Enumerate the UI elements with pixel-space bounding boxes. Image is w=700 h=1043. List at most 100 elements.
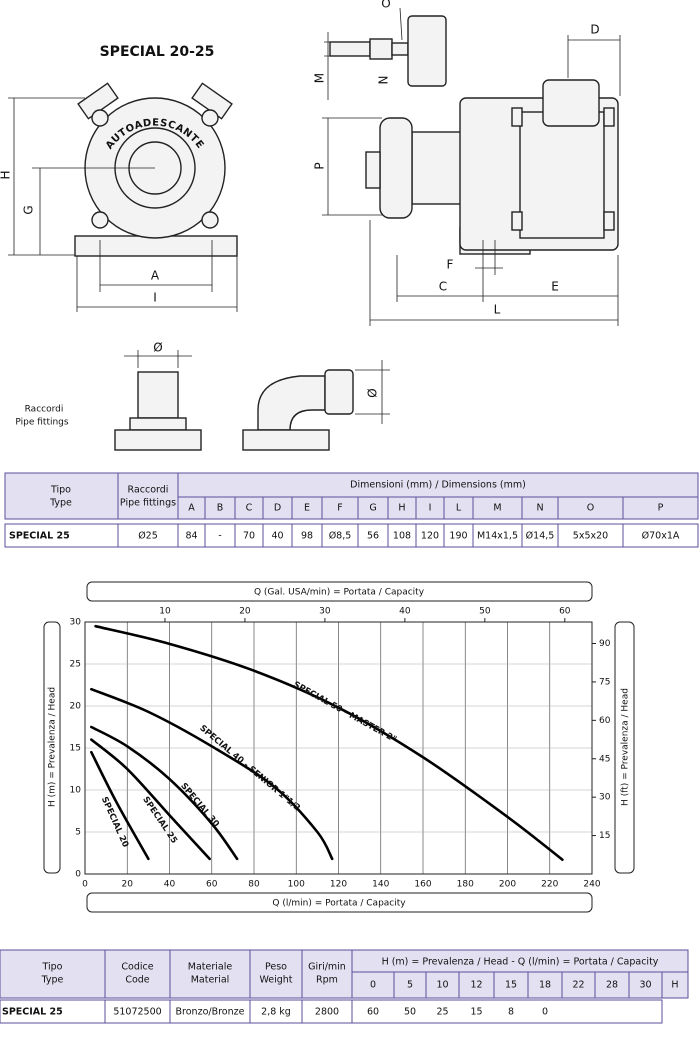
x2-tick-label: 40 — [399, 607, 411, 617]
x-tick-label: 200 — [499, 880, 516, 890]
cell-text: Bronzo/Bronze — [176, 1007, 245, 1018]
dim-label: I — [153, 291, 157, 305]
series-label: SPECIAL 20 — [99, 795, 130, 849]
cell-text: 12 — [470, 980, 482, 991]
x-tick-label: 40 — [164, 880, 176, 890]
y2-tick-label: 60 — [599, 716, 611, 726]
cell-text: SPECIAL 25 — [9, 531, 70, 542]
cell-text: 8 — [508, 1007, 514, 1018]
y-tick-label: 15 — [70, 744, 81, 754]
cell-text: H (m) = Prevalenza / Head - Q (l/min) = … — [382, 957, 659, 968]
table-cell — [104, 949, 171, 999]
x-tick-label: 80 — [248, 880, 260, 890]
dim-label: Ø — [153, 341, 162, 355]
dim-label: L — [494, 303, 501, 317]
x-tick-label: 140 — [372, 880, 389, 890]
cell-text: H — [671, 980, 678, 991]
chart-frame: Q (Gal. USA/min) = Portata / Capacity Q … — [43, 581, 635, 913]
y2-tick-label: 30 — [599, 793, 611, 803]
cell-text: 50 — [404, 1007, 416, 1018]
cell-text: Tipo — [50, 485, 71, 496]
side-view: O D M N P F C E L — [313, 0, 621, 326]
table-cell — [594, 971, 630, 999]
dim-label: H — [0, 170, 13, 179]
x-tick-label: 160 — [414, 880, 431, 890]
cell-text: L — [456, 503, 462, 514]
cell-text: Ø70x1A — [642, 531, 680, 542]
y-axis-label: H (m) = Prevalenza / Head — [48, 687, 58, 807]
dim-label: D — [590, 23, 599, 37]
cell-text: 5x5x20 — [573, 531, 608, 542]
cell-text: Pipe fittings — [120, 498, 176, 509]
x-tick-label: 240 — [583, 880, 600, 890]
cell-text: Ø25 — [138, 531, 158, 542]
series-line — [94, 624, 564, 862]
x2-tick-label: 20 — [239, 607, 251, 617]
y-tick-label: 25 — [70, 660, 81, 670]
cell-text: Dimensioni (mm) / Dimensions (mm) — [350, 480, 526, 491]
cell-text: B — [217, 503, 224, 514]
y2-tick-label: 75 — [599, 677, 610, 687]
cell-text: 0 — [542, 1007, 548, 1018]
x-tick-label: 180 — [457, 880, 474, 890]
table-cell — [622, 496, 699, 520]
y2-tick-label: 15 — [599, 831, 610, 841]
x2-tick-label: 60 — [559, 607, 571, 617]
cell-text: M — [493, 503, 501, 514]
table-cell — [351, 999, 663, 1024]
y2-tick-label: 45 — [599, 754, 610, 764]
cell-text: H — [398, 503, 405, 514]
cell-text: 84 — [185, 531, 197, 542]
fittings: Ø Ø Raccordi Pipe fittings — [15, 341, 390, 451]
series-label: SPECIAL 50 - MASTER 2" — [291, 680, 398, 745]
x2-tick-label: 30 — [319, 607, 331, 617]
fittings-label: Pipe fittings — [15, 418, 68, 428]
dim-label: N — [377, 76, 391, 85]
cell-text: 30 — [639, 980, 651, 991]
cell-text: 10 — [436, 980, 448, 991]
table-cell — [458, 971, 495, 999]
cell-text: Raccordi — [128, 485, 169, 496]
y2-axis-label: H (ft) = Prevalenza / Head — [621, 688, 631, 806]
drawing-title: SPECIAL 20-25 — [100, 44, 215, 60]
cell-text: C — [246, 503, 253, 514]
cell-text: 28 — [606, 980, 618, 991]
cell-text: Peso — [265, 962, 287, 973]
cell-text: SPECIAL 25 — [2, 1007, 63, 1018]
x2-tick-label: 10 — [159, 607, 171, 617]
plot-frame — [84, 621, 593, 875]
table-cell — [561, 971, 596, 999]
cell-text: Ø14,5 — [526, 531, 555, 542]
series-line — [90, 738, 211, 861]
table-cell — [622, 523, 699, 548]
dim-label: Ø — [366, 388, 380, 397]
cell-text: E — [304, 503, 310, 514]
cell-text: 15 — [470, 1007, 482, 1018]
dim-label: G — [22, 205, 36, 214]
dim-label: P — [313, 162, 327, 169]
cell-text: 22 — [572, 980, 584, 991]
cell-text: 40 — [271, 531, 283, 542]
x-tick-label: 120 — [330, 880, 347, 890]
x-tick-label: 220 — [541, 880, 558, 890]
cell-text: D — [274, 503, 281, 514]
x2-tick-label: 50 — [479, 607, 491, 617]
front-view: SPECIAL 20-25 AUTOADESCANTE H G A I — [0, 44, 238, 312]
cell-text: M14x1,5 — [477, 531, 518, 542]
x-tick-label: 60 — [206, 880, 218, 890]
cell-text: 70 — [243, 531, 255, 542]
cell-text: A — [188, 503, 195, 514]
series-line — [90, 750, 150, 861]
cell-text: 98 — [301, 531, 313, 542]
cell-text: 190 — [449, 531, 467, 542]
cell-text: Rpm — [316, 975, 338, 986]
cell-text: G — [369, 503, 376, 514]
cell-text: Type — [41, 975, 64, 986]
y-tick-label: 30 — [70, 618, 82, 628]
table-cell — [4, 472, 119, 520]
dim-label: O — [381, 0, 390, 11]
cell-text: Weight — [259, 975, 292, 986]
series-line — [90, 725, 239, 861]
cell-text: 120 — [421, 531, 439, 542]
